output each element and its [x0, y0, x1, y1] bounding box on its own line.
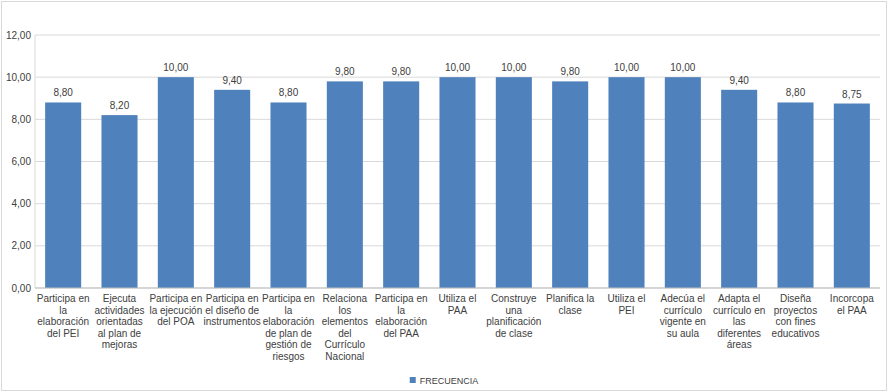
x-tick-label: Construyeunaplanificaciónde clase: [486, 293, 541, 339]
y-tick-label: 0,00: [12, 283, 32, 294]
x-tick-label: Utiliza elPAA: [439, 293, 477, 316]
grid-line: [35, 288, 880, 289]
data-label: 8,20: [110, 100, 130, 111]
x-tick-label: Ejecutaactividadesorientadasal plan deme…: [94, 293, 144, 350]
bar: [327, 81, 363, 288]
data-label: 10,00: [614, 62, 639, 73]
bar: [777, 102, 813, 288]
legend-label: FRECUENCIA: [420, 376, 479, 386]
y-tick-label: 6,00: [12, 156, 32, 167]
bar: [665, 77, 701, 288]
data-label: 10,00: [163, 62, 188, 73]
x-tick-label: Participa enel diseño deinstrumentos: [204, 293, 261, 327]
bar: [214, 90, 250, 288]
data-label: 9,80: [560, 66, 580, 77]
bar: [383, 81, 419, 288]
bars: [45, 77, 870, 288]
data-label: 9,40: [222, 75, 242, 86]
bar: [608, 77, 644, 288]
data-label: 9,40: [729, 75, 749, 86]
data-label: 10,00: [501, 62, 526, 73]
x-tick-label: Incorcopael PAA: [830, 293, 874, 316]
chart-container: 0,00 2,00 4,00 6,00 8,00 10,00 12,00 8,80 8,20 10…: [0, 0, 888, 392]
chart-frame: [2, 2, 887, 391]
y-tick-label: 10,00: [6, 72, 31, 83]
bar: [721, 90, 757, 288]
x-tick-label: Participa enlaelaboracióndel PEI: [37, 293, 90, 339]
x-tick-label: Participa enlaelaboracióndel PAA: [375, 293, 428, 339]
bar: [834, 104, 870, 288]
data-label: 8,80: [53, 87, 73, 98]
data-label: 10,00: [445, 62, 470, 73]
x-tick-label: RelacionaloselementosdelCurrículoNaciona…: [322, 293, 368, 362]
y-tick-label: 12,00: [6, 30, 31, 41]
x-tick-label: Participa enlaelaboraciónde plan degesti…: [262, 293, 315, 362]
y-tick-label: 4,00: [12, 198, 32, 209]
data-label: 10,00: [670, 62, 695, 73]
bar: [45, 102, 81, 288]
data-label: 8,80: [786, 87, 806, 98]
x-axis-line: [35, 288, 880, 289]
data-label: 9,80: [391, 66, 411, 77]
y-tick-label: 2,00: [12, 240, 32, 251]
y-tick-label: 8,00: [12, 114, 32, 125]
y-axis-line: [35, 35, 36, 288]
bar: [496, 77, 532, 288]
legend: FRECUENCIA: [410, 376, 479, 386]
bar: [270, 102, 306, 288]
x-tick-label: Adapta elcurrículo enlasdiferentesáreas: [713, 293, 765, 350]
bar: [552, 81, 588, 288]
x-tick-label: Utiliza elPEI: [608, 293, 646, 316]
x-tick-label: Participa enla ejecucióndel POA: [149, 293, 202, 327]
x-tick-label: Diseñaproyectoscon fineseducativos: [772, 293, 820, 339]
x-tick-label: Planifica laclase: [546, 293, 595, 316]
bar: [101, 115, 137, 288]
bar: [439, 77, 475, 288]
data-label: 8,80: [279, 87, 299, 98]
x-tick-label: Adecúa elcurrículovigente ensu aula: [660, 293, 706, 339]
data-label: 9,80: [335, 66, 355, 77]
grid-line: [35, 35, 880, 36]
legend-swatch: [410, 377, 416, 383]
chart-svg: 0,00 2,00 4,00 6,00 8,00 10,00 12,00 8,80 8,20 10…: [0, 0, 888, 392]
data-label: 8,75: [842, 89, 862, 100]
bar: [158, 77, 194, 288]
